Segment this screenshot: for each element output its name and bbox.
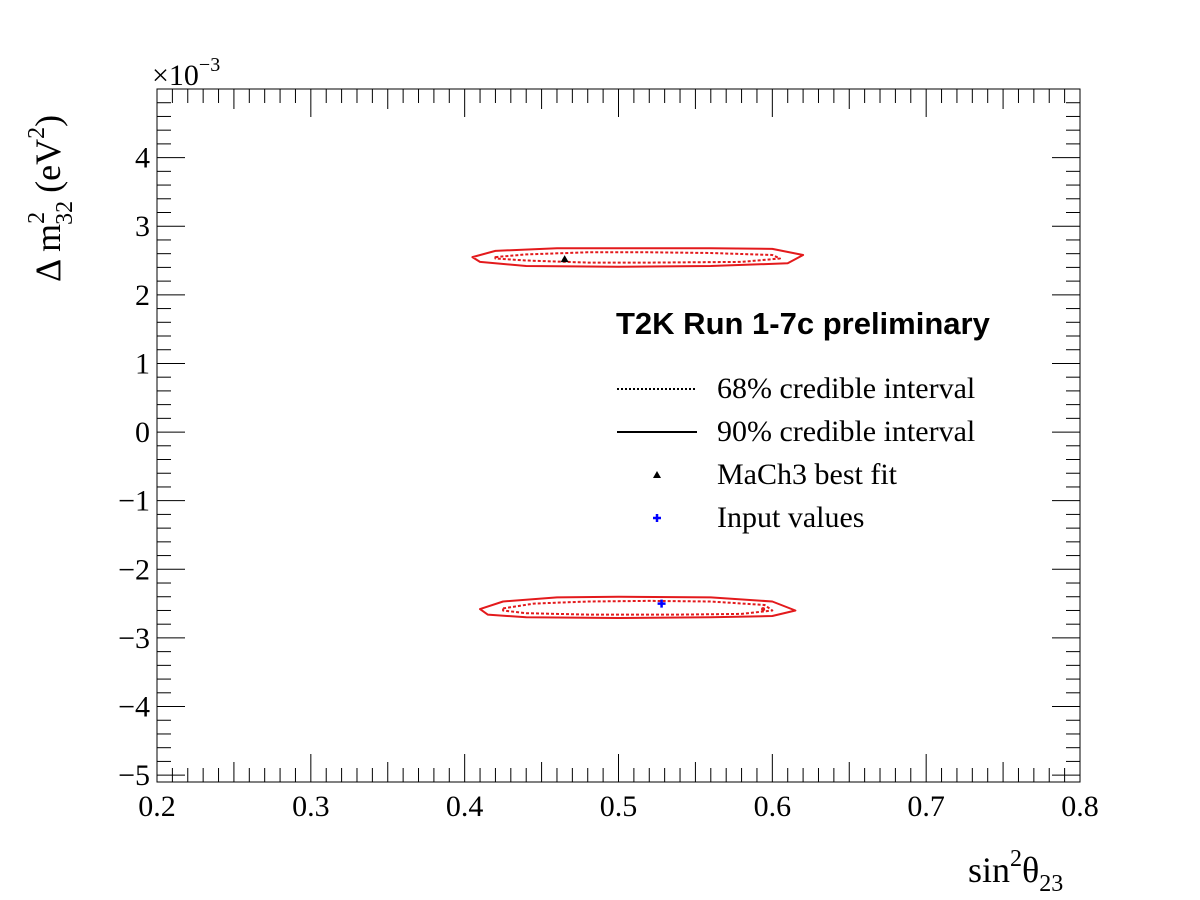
x-tick-labels: 0.2 0.3 0.4 0.5 0.6 0.7 0.8	[138, 790, 1099, 823]
y-tick-label: 1	[135, 347, 150, 380]
y-label-sup: 2	[24, 212, 50, 224]
y-exponent-power: −3	[199, 54, 220, 76]
axis-ticks	[156, 88, 1081, 782]
contour-68-percent	[494, 251, 781, 264]
y-tick-label: 3	[135, 210, 150, 243]
x-label-sup: 2	[1010, 846, 1022, 872]
x-tick-label: 0.3	[292, 790, 330, 823]
y-tick-label: −4	[118, 691, 150, 724]
y-tick-labels: −5 −4 −3 −2 −1 0 1 2 3 4	[118, 142, 150, 793]
legend-label: MaCh3 best fit	[717, 458, 898, 491]
y-axis-exponent: ×10−3	[152, 54, 220, 92]
y-tick-label: −1	[118, 485, 150, 518]
y-exponent-base: ×10	[152, 59, 199, 92]
y-tick-label: −5	[118, 759, 150, 792]
fit-markers	[560, 255, 766, 612]
y-tick-label: −2	[118, 553, 150, 586]
y-label-sub: 32	[52, 201, 78, 225]
x-tick-label: 0.8	[1061, 790, 1099, 823]
x-label-base: sin	[968, 850, 1010, 890]
contour-68-percent	[502, 599, 774, 616]
legend-label: 90% credible interval	[717, 415, 975, 448]
x-tick-label: 0.4	[446, 790, 484, 823]
y-tick-label: 2	[135, 279, 150, 312]
y-tick-label: −3	[118, 622, 150, 655]
y-label-unit-close: )	[28, 115, 68, 127]
contour-point-marker	[761, 607, 766, 612]
x-tick-label: 0.2	[138, 790, 176, 823]
legend-symbol-triangle	[653, 471, 661, 478]
chart-annotation: T2K Run 1-7c preliminary	[616, 306, 991, 341]
x-label-sub: 23	[1039, 871, 1063, 897]
x-tick-label: 0.6	[754, 790, 792, 823]
contour-90-percent	[471, 247, 805, 268]
x-tick-label: 0.5	[600, 790, 638, 823]
x-label-symbol: θ	[1022, 850, 1039, 890]
legend-symbol-cross	[653, 514, 661, 522]
best-fit-marker	[560, 255, 569, 263]
y-axis-label: Δ m232(eV2)	[24, 115, 78, 282]
x-tick-label: 0.7	[907, 790, 945, 823]
y-label-unit-sup: 2	[24, 127, 50, 139]
legend-label: 68% credible interval	[717, 372, 975, 405]
legend: 68% credible interval 90% credible inter…	[617, 372, 975, 534]
y-label-unit-open: (eV	[28, 139, 68, 193]
credible-contours	[471, 247, 805, 619]
y-tick-label: 4	[135, 142, 150, 175]
legend-label: Input values	[717, 501, 864, 534]
y-tick-label: 0	[135, 416, 150, 449]
y-label-prefix: Δ m	[28, 224, 68, 282]
contour-90-percent	[479, 595, 797, 619]
input-value-marker	[657, 599, 666, 608]
x-axis-label: sin2θ23	[968, 846, 1063, 897]
